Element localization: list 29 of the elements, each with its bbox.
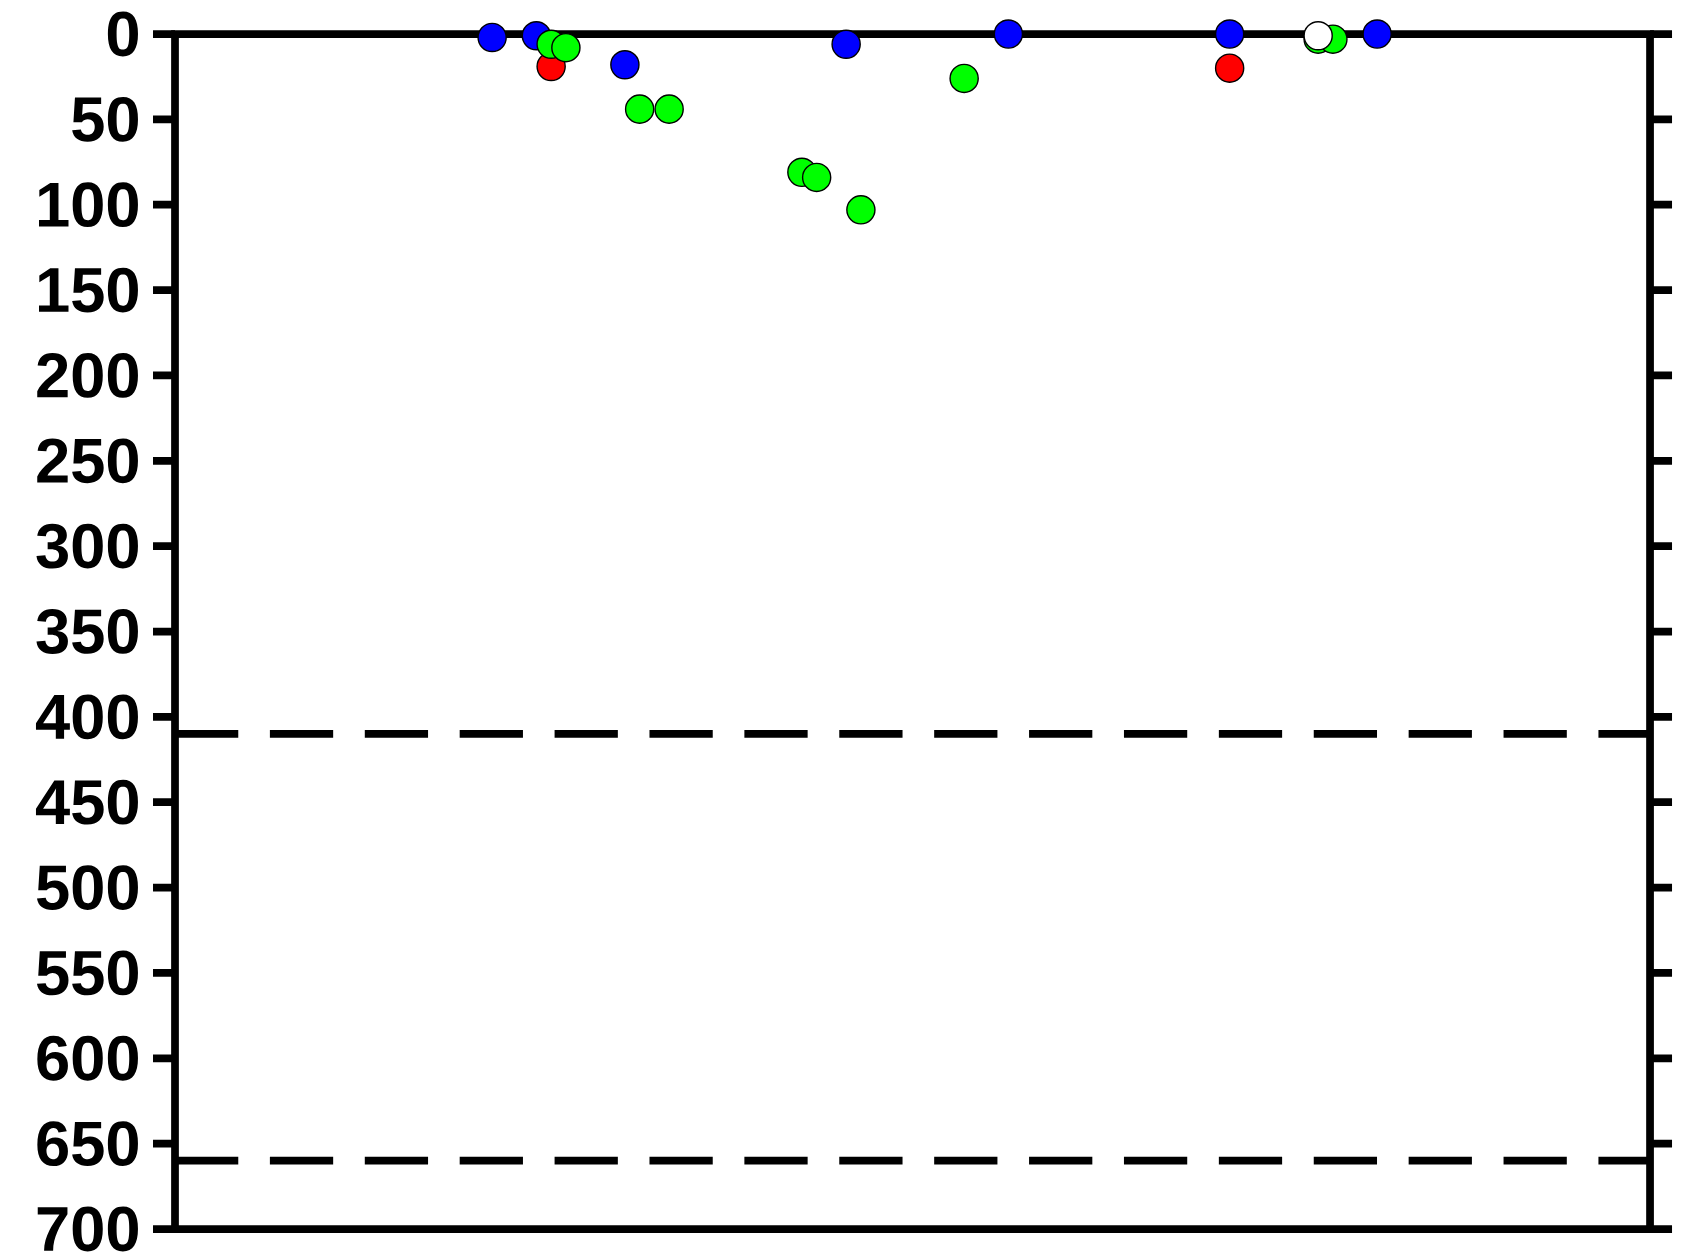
y-tick-label: 150: [39, 267, 138, 313]
y-tick-label: 450: [35, 779, 138, 825]
y-tick-label: 600: [37, 1035, 138, 1081]
y-tick-label: 0: [107, 11, 138, 57]
y-tick-label: 50: [72, 96, 138, 142]
point: [477, 22, 507, 53]
y-tick-label: 650: [37, 1121, 138, 1167]
y-tick-label: 350: [36, 609, 138, 654]
point: [1214, 19, 1245, 49]
point: [1214, 53, 1245, 83]
point: [1362, 19, 1392, 49]
point: [949, 63, 979, 94]
point: [610, 49, 640, 80]
y-tick-label: 250: [37, 438, 138, 484]
point: [551, 32, 581, 63]
y-tick-label: 500: [36, 865, 138, 910]
point: [624, 94, 655, 124]
point: [993, 19, 1024, 49]
y-tick-label: 100: [39, 182, 138, 228]
y-tick-label: 400: [35, 694, 138, 740]
point: [801, 162, 832, 193]
point: [1303, 20, 1333, 51]
y-tick-label: 200: [37, 353, 138, 398]
point: [846, 195, 876, 225]
point: [654, 94, 684, 124]
y-tick-label: 300: [36, 523, 138, 569]
y-tick-label: 550: [36, 950, 138, 996]
point: [831, 29, 861, 60]
y-tick-label: 700: [37, 1206, 138, 1252]
